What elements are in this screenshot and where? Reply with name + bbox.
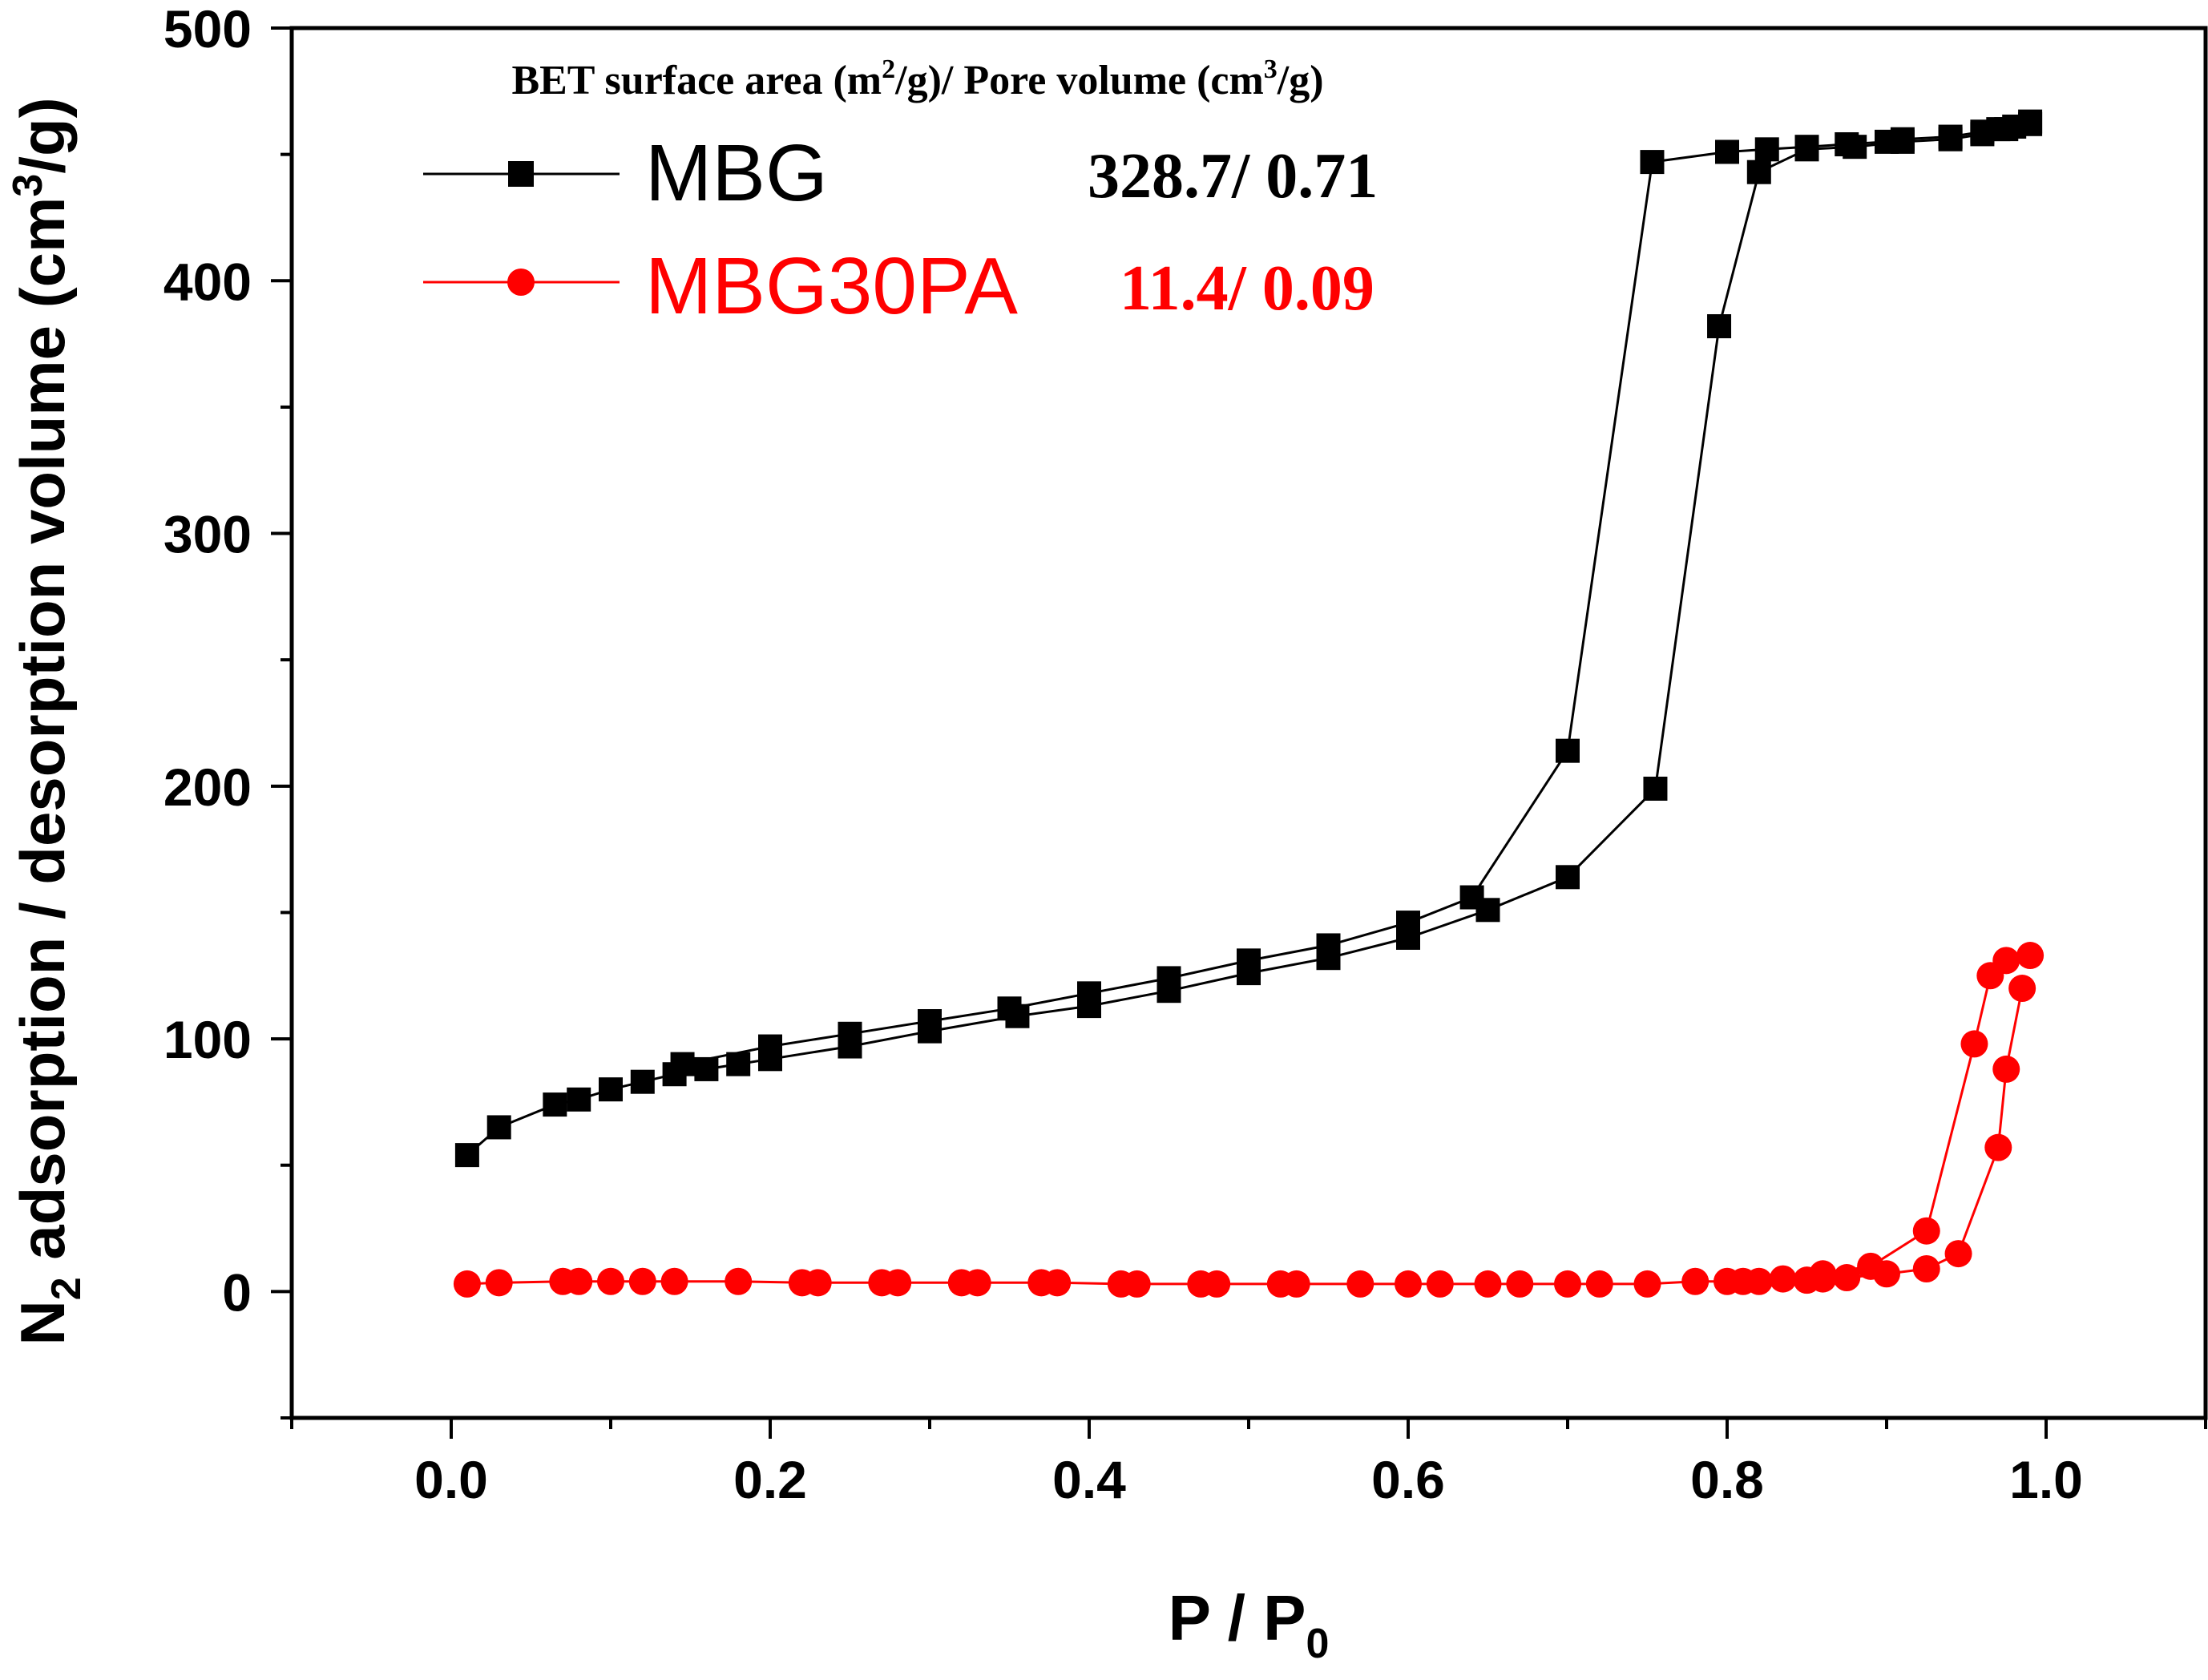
mbg30pa-desorption-point xyxy=(1769,1265,1797,1293)
mbg30pa-adsorption-point xyxy=(1282,1270,1310,1298)
mbg-adsorption-point xyxy=(1643,776,1668,801)
mbg30pa-desorption-point xyxy=(1976,962,2004,990)
mbg-adsorption-point xyxy=(1746,160,1771,184)
mbg30pa-adsorption-point xyxy=(1123,1270,1151,1298)
mbg-desorption-point xyxy=(1156,966,1181,991)
mbg-adsorption-point xyxy=(543,1092,567,1117)
mbg30pa-adsorption-point xyxy=(1554,1270,1581,1298)
mbg-desorption-point xyxy=(1556,738,1580,763)
mbg-desorption-point xyxy=(1396,911,1420,935)
mbg-desorption-point xyxy=(1077,981,1101,1006)
mbg30pa-adsorption-point xyxy=(628,1267,656,1295)
mbg30pa-adsorption-point xyxy=(1633,1270,1661,1298)
y-tick-label: 300 xyxy=(163,505,252,564)
y-tick-label: 100 xyxy=(163,1010,252,1069)
legend-marker-mbg xyxy=(508,161,534,187)
mbg30pa-desorption-point xyxy=(1912,1217,1940,1245)
y-tick-label: 0 xyxy=(222,1262,252,1322)
mbg-desorption-point xyxy=(1835,132,1859,157)
mbg30pa-desorption-point xyxy=(2016,942,2045,970)
mbg30pa-adsorption-point xyxy=(597,1267,624,1295)
mbg30pa-adsorption-point xyxy=(725,1267,753,1295)
mbg-adsorption-point xyxy=(567,1087,591,1112)
mbg30pa-adsorption-point xyxy=(963,1269,991,1297)
legend-label-mbg: MBG xyxy=(645,128,828,218)
legend-value-mbg: 328.7/ 0.71 xyxy=(1088,141,1378,212)
mbg30pa-adsorption-point xyxy=(565,1267,593,1295)
mbg30pa-adsorption-point xyxy=(1346,1270,1374,1298)
mbg30pa-adsorption-point xyxy=(1043,1269,1072,1297)
mbg-adsorption-point xyxy=(1707,314,1732,339)
mbg30pa-adsorption-point xyxy=(1203,1270,1231,1298)
mbg-adsorption-point xyxy=(599,1077,623,1102)
mbg-adsorption-point xyxy=(694,1056,719,1081)
mbg30pa-adsorption-point xyxy=(1984,1133,2012,1161)
mbg-desorption-point xyxy=(1938,124,1963,149)
mbg30pa-adsorption-point xyxy=(1585,1270,1613,1298)
tick-layer: 0.0 0.2 0.4 0.6 0.8 1.0 0 100 200 300 400 500 xyxy=(163,0,2207,1509)
mbg-desorption-point xyxy=(838,1021,862,1046)
x-tick-label: 0.6 xyxy=(1371,1450,1445,1509)
x-tick-label: 0.0 xyxy=(414,1450,488,1509)
mbg30pa-adsorption-point xyxy=(1912,1254,1940,1282)
mbg-desorption-point xyxy=(918,1009,942,1034)
mbg-adsorption-point xyxy=(454,1143,479,1168)
mbg30pa-adsorption-point xyxy=(1745,1267,1773,1295)
legend-label-mbg30pa: MBG30PA xyxy=(645,241,1018,331)
mbg30pa-adsorption-point xyxy=(660,1267,688,1295)
series-mbg xyxy=(454,109,2043,1168)
x-axis-title: P / P0 xyxy=(1169,1582,1330,1667)
mbg30pa-adsorption-point xyxy=(1681,1267,1709,1295)
mbg30pa-desorption-point xyxy=(1960,1030,1988,1058)
mbg30pa-adsorption-point xyxy=(1944,1240,1972,1268)
mbg-desorption-point xyxy=(1316,933,1341,958)
x-tick-label: 0.4 xyxy=(1052,1450,1126,1509)
mbg30pa-adsorption-point xyxy=(1506,1270,1534,1298)
mbg30pa-adsorption-point xyxy=(1474,1270,1502,1298)
mbg30pa-desorption-point xyxy=(1809,1260,1837,1288)
header-annotation: BET surface area (m2/g)/ Pore volume (cm… xyxy=(511,55,1323,103)
mbg30pa-adsorption-point xyxy=(485,1269,513,1297)
mbg-adsorption-point xyxy=(630,1069,655,1094)
mbg-desorption-point xyxy=(758,1034,782,1059)
mbg-adsorption-point xyxy=(486,1115,511,1140)
legend-value-mbg30pa: 11.4/ 0.09 xyxy=(1120,253,1374,324)
series-mbg30pa xyxy=(453,942,2045,1298)
x-tick-label: 0.8 xyxy=(1690,1450,1764,1509)
mbg30pa-adsorption-point xyxy=(453,1270,481,1298)
mbg30pa-desorption-point xyxy=(1857,1252,1885,1280)
y-tick-label: 500 xyxy=(163,0,252,59)
mbg30pa-adsorption-point xyxy=(2008,975,2036,1003)
x-tick-label: 1.0 xyxy=(2009,1450,2083,1509)
y-tick-label: 400 xyxy=(163,252,252,311)
mbg-desorption-point xyxy=(1754,137,1779,162)
mbg-desorption-point xyxy=(1237,948,1261,973)
series-layer xyxy=(453,109,2045,1298)
legend-marker-mbg30pa xyxy=(507,269,535,296)
mbg-desorption-point xyxy=(1970,119,1995,144)
mbg30pa-adsorption-point xyxy=(884,1269,912,1297)
mbg-desorption-point xyxy=(997,996,1022,1021)
mbg30pa-adsorption-point xyxy=(804,1269,832,1297)
y-tick-label: 200 xyxy=(163,757,252,817)
mbg-desorption-point xyxy=(1875,129,1899,154)
mbg-desorption-point xyxy=(1794,135,1819,160)
mbg-desorption-point xyxy=(1715,139,1739,164)
legend: MBG 328.7/ 0.71 MBG30PA 11.4/ 0.09 xyxy=(423,128,1378,331)
mbg30pa-adsorption-point xyxy=(1833,1264,1861,1292)
mbg30pa-adsorption-point xyxy=(1992,1055,2020,1083)
mbg-desorption-point xyxy=(1459,885,1484,910)
x-tick-label: 0.2 xyxy=(733,1450,807,1509)
mbg-desorption-point xyxy=(670,1052,695,1076)
mbg30pa-adsorption-point xyxy=(1395,1270,1422,1298)
mbg30pa-adsorption-point xyxy=(1426,1270,1454,1298)
mbg-adsorption-point xyxy=(1556,865,1580,890)
y-axis-title: N2 adsorption / desorption volume (cm3/g… xyxy=(5,97,90,1345)
mbg-desorption-point xyxy=(1640,150,1665,175)
mbg-adsorption-point xyxy=(726,1052,751,1076)
